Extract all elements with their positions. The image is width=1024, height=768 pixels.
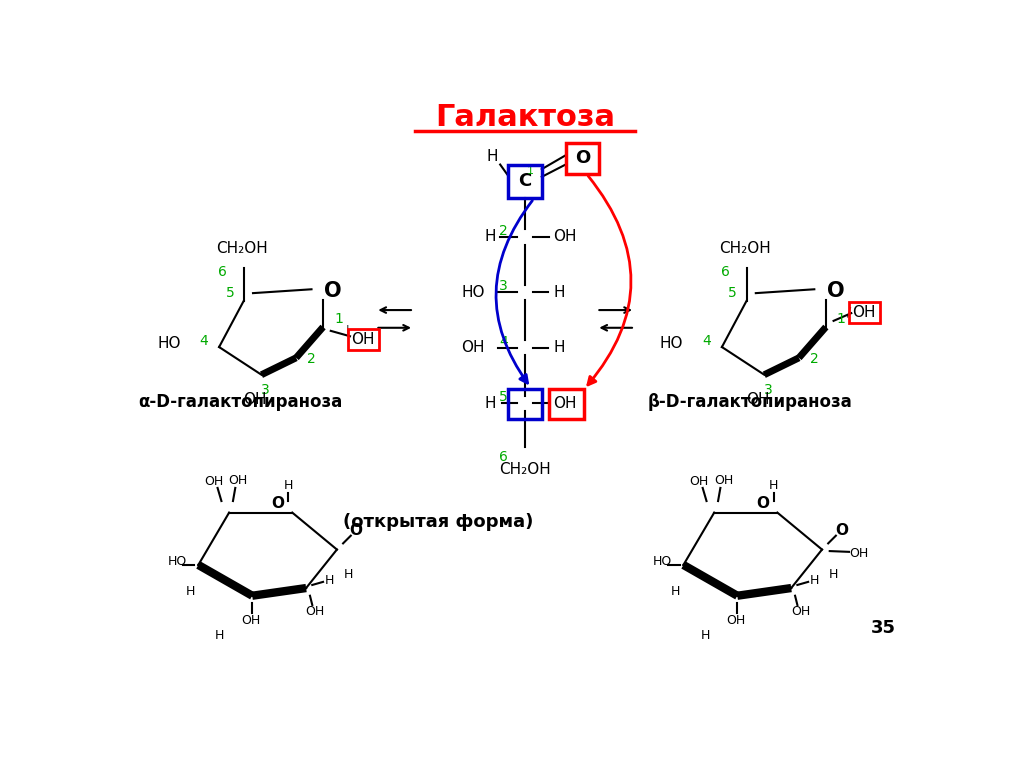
Bar [565, 143, 599, 174]
Text: OH: OH [849, 547, 868, 560]
Text: O: O [349, 523, 362, 538]
Text: H: H [484, 230, 496, 244]
Text: 4: 4 [499, 335, 508, 349]
Text: HO: HO [157, 336, 180, 351]
Bar [508, 164, 542, 198]
Text: 35: 35 [871, 619, 896, 637]
Text: |: | [346, 325, 349, 336]
Text: O: O [574, 150, 590, 167]
Text: H: H [700, 629, 710, 642]
Text: OH: OH [553, 396, 577, 411]
Text: H: H [325, 574, 334, 587]
Text: 5: 5 [728, 286, 737, 300]
Text: O: O [827, 281, 845, 301]
Text: OH: OH [306, 604, 325, 617]
Text: OH: OH [746, 392, 770, 407]
Text: OH: OH [553, 230, 577, 244]
Text: OH: OH [714, 474, 733, 487]
Text: Галактоза: Галактоза [435, 103, 614, 132]
Text: HO: HO [168, 554, 186, 568]
Text: α-D-галактопираноза: α-D-галактопираноза [138, 393, 342, 412]
Text: OH: OH [244, 392, 267, 407]
Text: HO: HO [659, 336, 683, 351]
FancyArrowPatch shape [588, 176, 631, 385]
Bar [348, 329, 379, 350]
Text: 4: 4 [200, 334, 208, 348]
Text: OH: OH [726, 614, 745, 627]
Bar [550, 389, 584, 419]
Text: 2: 2 [499, 223, 508, 238]
Text: O: O [757, 496, 769, 511]
Text: 1: 1 [526, 166, 534, 176]
Text: 1: 1 [837, 313, 846, 326]
Text: HO: HO [461, 285, 484, 300]
Text: OH: OH [689, 475, 709, 488]
Text: 3: 3 [764, 383, 772, 397]
Text: OH: OH [791, 604, 810, 617]
Text: H: H [554, 340, 565, 356]
Text: 3: 3 [499, 280, 508, 293]
Text: H: H [344, 568, 353, 581]
Text: 6: 6 [721, 264, 729, 279]
Bar [508, 389, 542, 419]
Text: 2: 2 [307, 353, 315, 366]
Bar [849, 302, 880, 323]
Text: CH₂OH: CH₂OH [216, 241, 268, 256]
Text: OH: OH [204, 475, 223, 488]
Text: OH: OH [853, 305, 877, 320]
Text: 6: 6 [218, 264, 226, 279]
Text: C: C [518, 173, 531, 190]
Text: 5: 5 [225, 286, 234, 300]
Text: O: O [835, 523, 848, 538]
Text: 2: 2 [810, 353, 819, 366]
Text: 5: 5 [499, 390, 508, 404]
Text: /: / [847, 305, 851, 318]
Text: H: H [484, 396, 496, 411]
Text: O: O [271, 496, 284, 511]
Text: 4: 4 [702, 334, 711, 348]
Text: OH: OH [241, 614, 260, 627]
Text: H: H [186, 585, 196, 598]
Text: H: H [486, 149, 499, 164]
Text: (открытая форма): (открытая форма) [343, 513, 534, 531]
Text: OH: OH [461, 340, 484, 356]
Text: H: H [810, 574, 819, 587]
Text: CH₂OH: CH₂OH [499, 462, 551, 477]
Text: 3: 3 [261, 383, 269, 397]
Text: 1: 1 [334, 313, 343, 326]
Text: H: H [554, 285, 565, 300]
Text: H: H [828, 568, 839, 581]
Text: O: O [325, 281, 342, 301]
Text: H: H [769, 479, 778, 492]
Text: OH: OH [228, 474, 248, 487]
Text: HO: HO [652, 554, 672, 568]
Text: CH₂OH: CH₂OH [719, 241, 771, 256]
Text: 6: 6 [499, 450, 508, 464]
Text: H: H [284, 479, 293, 492]
Text: OH: OH [351, 332, 375, 347]
Text: β-D-галактопираноза: β-D-галактопираноза [648, 393, 853, 412]
FancyArrowPatch shape [496, 200, 532, 383]
Text: H: H [671, 585, 680, 598]
Text: H: H [215, 629, 224, 642]
